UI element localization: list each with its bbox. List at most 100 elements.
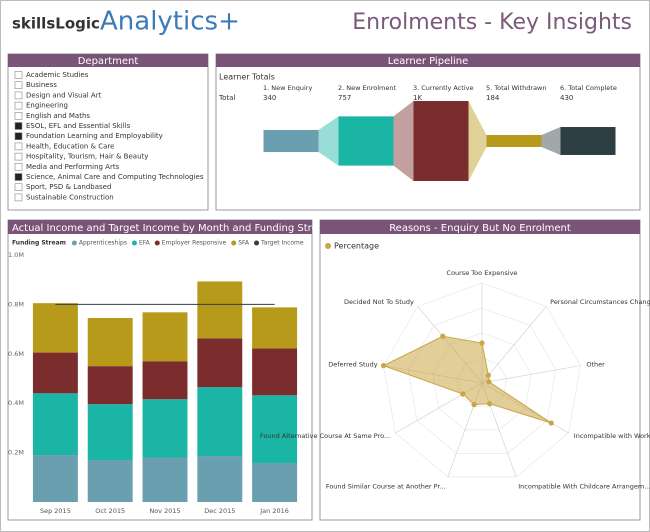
- radar-point: [460, 391, 466, 397]
- slicer-item: Academic Studies: [26, 71, 89, 79]
- y-tick-label: 0.4M: [8, 399, 24, 407]
- legend-swatch: [325, 243, 331, 249]
- legend-label: EFA: [139, 240, 151, 247]
- stage-label: 5. Total Withdrawn: [486, 84, 547, 92]
- legend-label: Target Income: [260, 240, 304, 247]
- panel-header: [8, 220, 312, 234]
- checkbox: [14, 163, 23, 171]
- bar-segment: [87, 460, 133, 502]
- radar-point: [380, 363, 387, 369]
- radar-axis-label: Course Too Expensive: [447, 269, 518, 277]
- row-label: Total: [218, 94, 235, 102]
- funnel-connector: [468, 101, 487, 181]
- slicer-item: Health, Education & Care: [26, 142, 114, 150]
- legend-swatch: [154, 240, 160, 246]
- panel-title: Learner Pipeline: [388, 56, 469, 67]
- legend-swatch: [71, 240, 77, 246]
- bar-segment: [142, 399, 188, 458]
- legend-title: Funding Stream: [12, 240, 66, 247]
- x-tick-label: Jan 2016: [259, 507, 289, 515]
- radar-point: [485, 372, 492, 378]
- radar-point: [440, 333, 446, 339]
- radar-point: [486, 401, 493, 407]
- bar-segment: [142, 457, 188, 502]
- radar-axis-label: Personal Circumstances Changed: [550, 298, 650, 306]
- funnel-connector: [318, 116, 339, 166]
- funnel-connector: [541, 127, 561, 155]
- radar-point: [479, 340, 485, 346]
- radar-spoke: [481, 306, 547, 384]
- funnel-bar: [263, 129, 319, 153]
- checkbox: [14, 152, 23, 161]
- radar-axis-label: Found Similar Course at Another Pr...: [326, 483, 446, 491]
- x-tick-label: Nov 2015: [149, 507, 180, 515]
- legend-label: Apprenticeships: [79, 240, 127, 247]
- stage-label: 3. Currently Active: [413, 84, 474, 92]
- funnel-connector: [393, 101, 414, 181]
- stage-label: 2. New Enrolment: [338, 84, 397, 92]
- x-tick-label: Dec 2015: [204, 507, 235, 515]
- bar-segment: [197, 387, 243, 457]
- radar-axis-label: Decided Not To Study: [344, 298, 414, 306]
- bar-segment: [87, 404, 133, 461]
- legend-label: Percentage: [334, 242, 379, 251]
- subtitle: Learner Totals: [219, 73, 275, 82]
- bar-segment: [142, 312, 188, 362]
- panel: [7, 53, 209, 211]
- slicer-item: Engineering: [26, 102, 68, 110]
- radar-spoke: [481, 365, 581, 384]
- panel-header: [216, 54, 640, 67]
- funnel-bar: [560, 127, 616, 155]
- bar-segment: [87, 366, 133, 405]
- radar-point: [471, 402, 477, 408]
- funnel-bar: [413, 101, 469, 181]
- radar-axis-label: Incompatible With Childcare Arrangem...: [518, 483, 650, 491]
- x-tick-label: Sep 2015: [40, 507, 71, 515]
- bar-segment: [252, 307, 298, 349]
- checkbox: [14, 173, 23, 181]
- slicer-item: Science, Animal Care and Computing Techn…: [26, 173, 204, 181]
- slicer-item: Sport, PSD & Landbased: [26, 183, 111, 191]
- legend-swatch: [231, 240, 237, 246]
- y-tick-label: 0.8M: [8, 300, 24, 308]
- slicer-item: ESOL, EFL and Essential Skills: [26, 122, 131, 130]
- checkbox: [14, 91, 23, 100]
- bar-segment: [142, 361, 188, 400]
- panel-title: Department: [78, 56, 139, 67]
- checkbox: [14, 101, 23, 110]
- radar-axis-label: Found Alternative Course At Same Pro...: [260, 432, 390, 440]
- legend-label: SFA: [238, 240, 250, 247]
- bar-segment: [87, 317, 133, 367]
- slicer-item: English and Maths: [26, 112, 90, 120]
- radar-axis-label: Deferred Study: [328, 361, 377, 369]
- panel-header: [8, 54, 208, 67]
- slicer-item: Hospitality, Tourism, Hair & Beauty: [26, 153, 148, 161]
- bar-segment: [32, 393, 78, 456]
- slicer-item: Foundation Learning and Employability: [26, 132, 163, 140]
- page-title: Enrolments - Key Insights: [352, 10, 632, 35]
- slicer-item: Media and Performing Arts: [26, 163, 120, 171]
- legend-label: Employer Responsive: [162, 240, 227, 247]
- panel-title: Actual Income and Target Income by Month…: [12, 223, 327, 234]
- stage-value: 340: [263, 94, 276, 102]
- funnel-bar: [486, 135, 542, 147]
- bar-segment: [252, 462, 298, 502]
- radar-axis-label: Incompatible with Work Commitment: [574, 432, 650, 440]
- y-tick-label: 1.0M: [8, 251, 24, 259]
- checkbox: [14, 132, 23, 140]
- stage-label: 1. New Enquiry: [263, 84, 312, 92]
- stage-label: 6. Total Complete: [560, 84, 617, 92]
- y-tick-label: 0.6M: [8, 350, 24, 358]
- legend-swatch: [131, 240, 137, 246]
- slicer-item: Design and Visual Art: [26, 91, 102, 99]
- checkbox: [14, 71, 23, 79]
- radar-ring: [383, 282, 581, 478]
- checkbox: [14, 112, 23, 120]
- stage-value: 184: [486, 94, 500, 102]
- radar-point: [548, 420, 554, 426]
- checkbox: [14, 122, 23, 130]
- y-tick-label: 0.2M: [8, 449, 24, 457]
- x-tick-label: Oct 2015: [95, 507, 125, 515]
- bar-segment: [197, 338, 243, 388]
